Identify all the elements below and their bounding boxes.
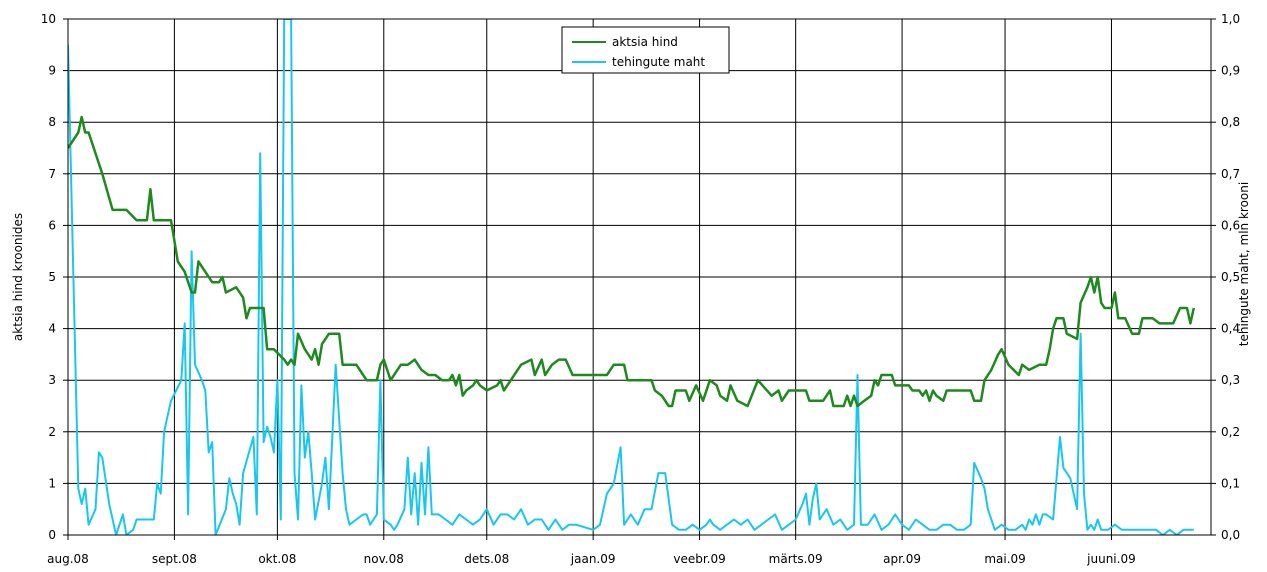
series-layer <box>68 19 1196 535</box>
y-tick-label-right: 0,7 <box>1221 167 1240 181</box>
y-tick-label-left: 2 <box>48 425 56 439</box>
series-line-aktsia-hind <box>68 115 1196 408</box>
legend-label-aktsia-hind: aktsia hind <box>612 35 678 49</box>
y-tick-label-right: 0,1 <box>1221 476 1240 490</box>
x-tick-label: jaan.09 <box>570 552 616 566</box>
axes: 0 1 2 3 4 5 6 7 8 9 10 0,0 0,1 0,2 0,3 0,4 0,5 0,6 0,7 0,8 0… <box>41 12 1240 566</box>
x-tick-label: sept.08 <box>152 552 197 566</box>
y-tick-label-right: 0,6 <box>1221 218 1240 232</box>
legend-label-tehingute-maht: tehingute maht <box>612 55 705 69</box>
y-tick-label-left: 6 <box>48 218 56 232</box>
y-tick-label-left: 9 <box>48 64 56 78</box>
y-tick-label-right: 0,2 <box>1221 425 1240 439</box>
series-line-tehingute-maht <box>68 19 1194 535</box>
x-tick-label: apr.09 <box>883 552 921 566</box>
y-tick-label-left: 7 <box>48 167 56 181</box>
y-tick-label-left: 5 <box>48 270 56 284</box>
y-tick-label-right: 1,0 <box>1221 12 1240 26</box>
x-tick-label: juuni.09 <box>1086 552 1136 566</box>
y-tick-label-left: 0 <box>48 528 56 542</box>
y-tick-label-left: 3 <box>48 373 56 387</box>
y-tick-label-right: 0,9 <box>1221 64 1240 78</box>
x-tick-label: mai.09 <box>984 552 1025 566</box>
y-tick-label-left: 4 <box>48 322 56 336</box>
y-axis-label-right: tehingute maht, mln krooni <box>1237 182 1251 346</box>
plot-frame <box>67 18 1212 536</box>
y-tick-label-left: 10 <box>41 12 56 26</box>
legend-box <box>561 26 730 74</box>
x-tick-label: veebr.09 <box>673 552 725 566</box>
y-tick-label-right: 0,4 <box>1221 322 1240 336</box>
x-tick-label: aug.08 <box>47 552 89 566</box>
y-tick-label-right: 0,5 <box>1221 270 1240 284</box>
y-tick-label-right: 0,3 <box>1221 373 1240 387</box>
x-tick-label: nov.08 <box>364 552 404 566</box>
x-tick-label: okt.08 <box>258 552 296 566</box>
y-tick-label-left: 1 <box>48 476 56 490</box>
y-tick-label-right: 0,8 <box>1221 115 1240 129</box>
x-tick-label: märts.09 <box>769 552 823 566</box>
y-tick-label-right: 0,0 <box>1221 528 1240 542</box>
x-tick-label: dets.08 <box>464 552 509 566</box>
y-tick-label-left: 8 <box>48 115 56 129</box>
y-axis-label-left: aktsia hind kroonides <box>11 213 25 341</box>
legend: aktsia hind tehingute maht <box>561 26 730 74</box>
grid <box>67 18 1211 536</box>
